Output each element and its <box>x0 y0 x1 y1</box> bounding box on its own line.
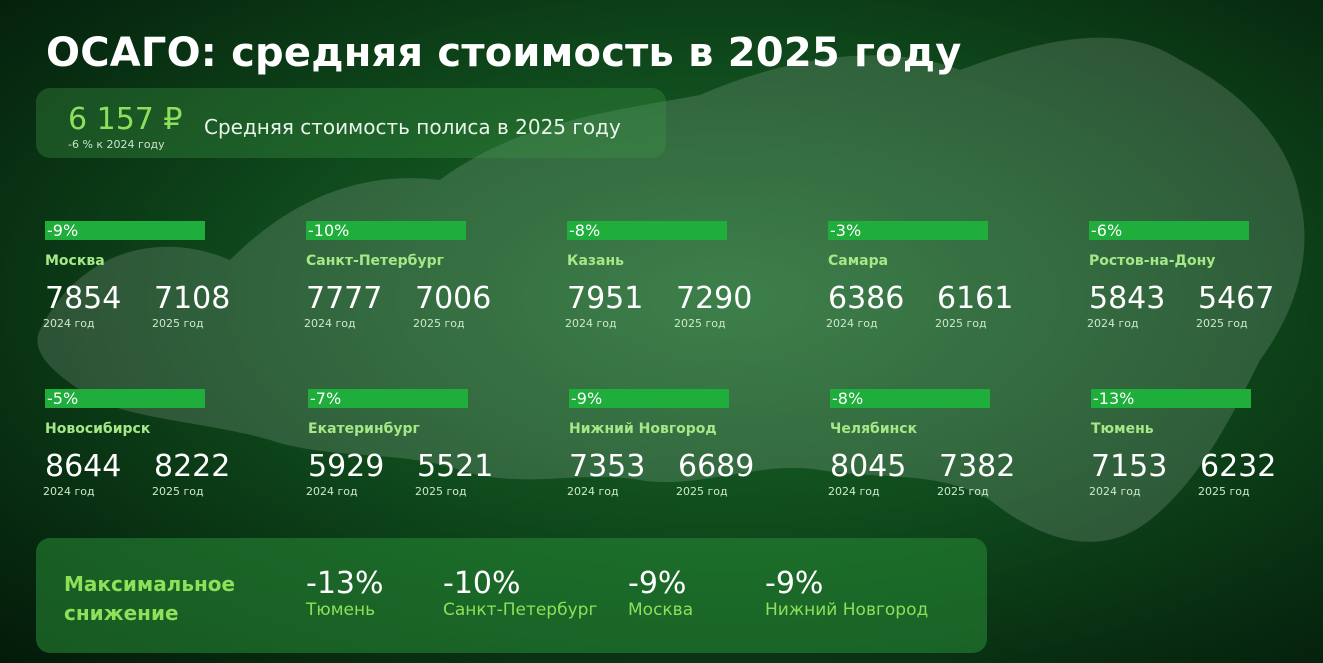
change-badge: -6% <box>1089 221 1249 240</box>
year-2024-label: 2024 год <box>43 485 95 498</box>
max-drop-label: Максимальное снижение <box>64 572 236 625</box>
year-2025-label: 2025 год <box>1198 485 1250 498</box>
year-2025-label: 2025 год <box>676 485 728 498</box>
price-2024: 7353 <box>569 449 646 484</box>
city-name: Тюмень <box>1091 421 1154 437</box>
price-2024: 8644 <box>45 449 122 484</box>
summary-panel: 6 157 ₽ -6 % к 2024 году Средняя стоимос… <box>36 88 666 158</box>
year-2024-label: 2024 год <box>306 485 358 498</box>
price-2025: 5467 <box>1198 281 1275 316</box>
city-name: Нижний Новгород <box>569 421 717 437</box>
year-2024-label: 2024 год <box>1087 317 1139 330</box>
max-drop-item: -13% Тюмень <box>306 566 384 621</box>
city-card-chelyabinsk: -8% Челябинск 8045 7382 2024 год 2025 го… <box>828 389 1080 504</box>
year-2024-label: 2024 год <box>826 317 878 330</box>
change-badge: -9% <box>569 389 729 408</box>
drop-percent: -9% <box>628 566 687 601</box>
year-2024-label: 2024 год <box>43 317 95 330</box>
city-name: Екатеринбург <box>308 421 420 437</box>
city-name: Москва <box>45 253 105 269</box>
year-2024-label: 2024 год <box>565 317 617 330</box>
year-2025-label: 2025 год <box>413 317 465 330</box>
drop-percent: -10% <box>443 566 521 601</box>
price-2024: 7777 <box>306 281 383 316</box>
average-price-value: 6 157 ₽ <box>68 102 183 137</box>
city-name: Санкт-Петербург <box>306 253 444 269</box>
change-badge: -3% <box>828 221 988 240</box>
year-2024-label: 2024 год <box>1089 485 1141 498</box>
change-badge: -9% <box>45 221 205 240</box>
change-badge: -10% <box>306 221 466 240</box>
city-card-kazan: -8% Казань 7951 7290 2024 год 2025 год <box>565 221 817 336</box>
price-2025: 6161 <box>937 281 1014 316</box>
drop-city: Тюмень <box>306 600 376 620</box>
page-title: ОСАГО: средняя стоимость в 2025 году <box>46 30 962 76</box>
city-name: Ростов-на-Дону <box>1089 253 1216 269</box>
city-name: Казань <box>567 253 624 269</box>
max-drop-item: -9% Москва <box>628 566 694 621</box>
year-2025-label: 2025 год <box>674 317 726 330</box>
price-2025: 7382 <box>939 449 1016 484</box>
city-card-tyumen: -13% Тюмень 7153 6232 2024 год 2025 год <box>1089 389 1319 504</box>
drop-city: Москва <box>628 600 694 620</box>
max-drop-item: -9% Нижний Новгород <box>765 566 929 621</box>
year-2024-label: 2024 год <box>304 317 356 330</box>
year-2025-label: 2025 год <box>415 485 467 498</box>
max-drop-panel: Максимальное снижение -13% Тюмень -10% С… <box>36 538 987 653</box>
city-card-samara: -3% Самара 6386 6161 2024 год 2025 год <box>826 221 1078 336</box>
price-2024: 8045 <box>830 449 907 484</box>
price-2024: 7153 <box>1091 449 1168 484</box>
change-badge: -8% <box>567 221 727 240</box>
city-card-saint-petersburg: -10% Санкт-Петербург 7777 7006 2024 год … <box>304 221 556 336</box>
year-2024-label: 2024 год <box>828 485 880 498</box>
price-2025: 7290 <box>676 281 753 316</box>
price-2024: 7951 <box>567 281 644 316</box>
price-2024: 5843 <box>1089 281 1166 316</box>
city-card-moscow: -9% Москва 7854 7108 2024 год 2025 год <box>43 221 295 336</box>
drop-percent: -13% <box>306 566 384 601</box>
year-2025-label: 2025 год <box>152 485 204 498</box>
city-name: Челябинск <box>830 421 918 437</box>
change-badge: -8% <box>830 389 990 408</box>
year-2025-label: 2025 год <box>937 485 989 498</box>
change-badge: -7% <box>308 389 468 408</box>
drop-city: Нижний Новгород <box>765 600 929 620</box>
year-2025-label: 2025 год <box>935 317 987 330</box>
price-2025: 8222 <box>154 449 231 484</box>
city-card-rostov-on-don: -6% Ростов-на-Дону 5843 5467 2024 год 20… <box>1087 221 1319 336</box>
price-2025: 6232 <box>1200 449 1277 484</box>
year-2024-label: 2024 год <box>567 485 619 498</box>
city-name: Новосибирск <box>45 421 151 437</box>
price-2024: 7854 <box>45 281 122 316</box>
price-2025: 7006 <box>415 281 492 316</box>
price-2025: 6689 <box>678 449 755 484</box>
price-2025: 5521 <box>417 449 494 484</box>
price-2025: 7108 <box>154 281 231 316</box>
city-card-yekaterinburg: -7% Екатеринбург 5929 5521 2024 год 2025… <box>306 389 558 504</box>
change-badge: -5% <box>45 389 205 408</box>
drop-city: Санкт-Петербург <box>443 600 598 620</box>
city-card-nizhny-novgorod: -9% Нижний Новгород 7353 6689 2024 год 2… <box>567 389 819 504</box>
average-price-label: Средняя стоимость полиса в 2025 году <box>204 115 621 139</box>
year-2025-label: 2025 год <box>152 317 204 330</box>
city-card-novosibirsk: -5% Новосибирск 8644 8222 2024 год 2025 … <box>43 389 295 504</box>
max-drop-item: -10% Санкт-Петербург <box>443 566 598 621</box>
price-2024: 5929 <box>308 449 385 484</box>
city-name: Самара <box>828 253 889 269</box>
price-2024: 6386 <box>828 281 905 316</box>
drop-percent: -9% <box>765 566 824 601</box>
average-price-change: -6 % к 2024 году <box>68 138 165 151</box>
change-badge: -13% <box>1091 389 1251 408</box>
year-2025-label: 2025 год <box>1196 317 1248 330</box>
